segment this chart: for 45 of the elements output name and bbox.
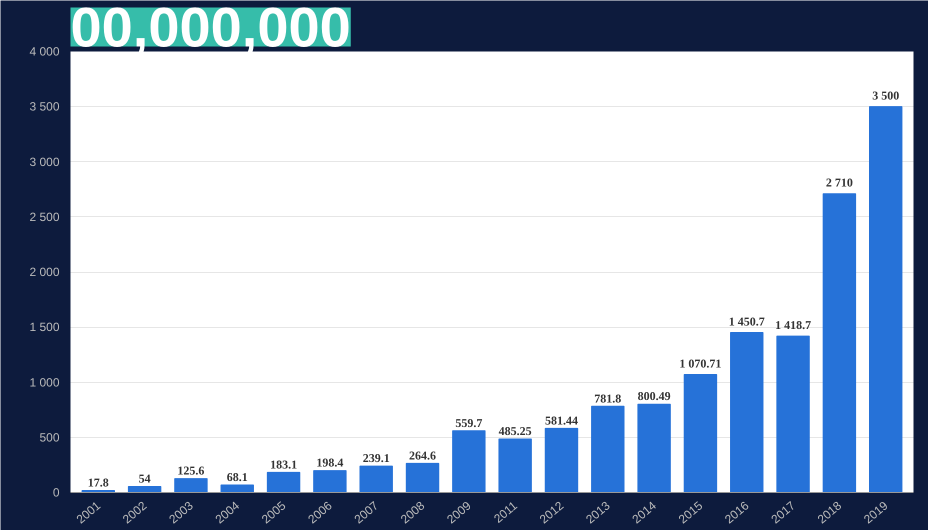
bar [128, 486, 162, 492]
data-label: 2 710 [826, 176, 853, 190]
data-label: 485.25 [498, 424, 532, 438]
data-label: 1 450.7 [728, 314, 765, 329]
data-label: 264.6 [409, 448, 436, 462]
y-tick-label: 2 000 [29, 265, 60, 279]
data-label: 239.1 [362, 451, 390, 466]
bar [498, 438, 532, 492]
y-tick-label: 1 500 [29, 320, 60, 334]
chart-title: 00,000,000 [70, 0, 351, 58]
data-label: 183.1 [270, 457, 298, 472]
bar [684, 374, 718, 492]
bar [359, 466, 393, 492]
bar [730, 332, 764, 492]
y-tick-label: 1 000 [29, 375, 60, 390]
y-tick-label: 4 000 [29, 44, 60, 58]
bar [452, 430, 486, 492]
bar [822, 193, 856, 492]
y-tick-label: 500 [39, 430, 60, 444]
y-tick-label: 3 000 [29, 154, 60, 169]
data-label: 781.8 [594, 391, 622, 406]
y-tick-label: 2 500 [29, 210, 60, 224]
y-tick-label: 3 500 [29, 100, 60, 114]
bar [776, 336, 810, 492]
data-label: 800.49 [638, 389, 671, 404]
bar [544, 428, 578, 492]
data-label: 1 418.7 [775, 318, 812, 332]
data-label: 54 [138, 472, 151, 486]
data-label: 1 070.71 [679, 356, 722, 370]
bar [220, 484, 254, 492]
bar [591, 406, 625, 492]
bar [174, 478, 208, 492]
data-label: 198.4 [316, 456, 344, 470]
y-tick-label: 0 [52, 486, 60, 500]
bar [637, 404, 671, 492]
bar [313, 470, 347, 492]
data-label: 68.1 [226, 470, 248, 484]
data-label: 125.6 [177, 464, 204, 478]
data-label: 559.7 [455, 416, 482, 430]
bar [406, 462, 440, 492]
bar [266, 472, 300, 492]
data-label: 581.44 [544, 413, 578, 428]
data-label: 17.8 [88, 476, 109, 490]
bar [868, 106, 902, 492]
data-label: 3 500 [872, 88, 900, 103]
